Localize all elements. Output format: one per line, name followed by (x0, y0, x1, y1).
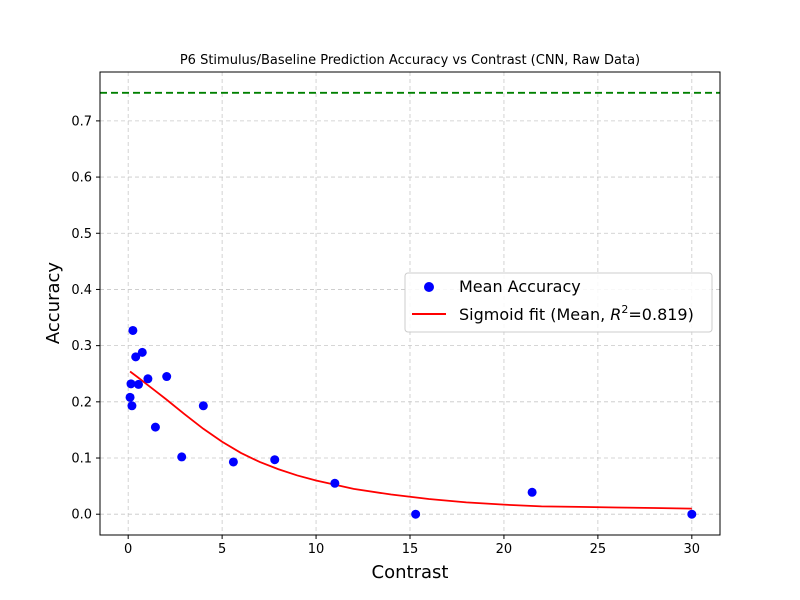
x-tick-label: 20 (496, 542, 513, 557)
legend-sigmoid-sup: 2 (621, 303, 628, 316)
x-tick-label: 10 (308, 542, 325, 557)
y-tick-label: 0.4 (71, 283, 92, 298)
x-tick-label: 0 (124, 542, 132, 557)
y-tick-label: 0.1 (71, 452, 92, 467)
data-point (527, 487, 537, 497)
data-point (228, 457, 238, 467)
legend-sigmoid-suffix: =0.819) (628, 305, 693, 324)
x-tick-label: 25 (590, 542, 607, 557)
data-point (411, 509, 421, 519)
data-point (330, 478, 340, 488)
y-axis-ticks: 0.0 0.1 0.2 0.3 0.4 0.5 0.6 0.7 (71, 114, 100, 523)
x-tick-label: 5 (218, 542, 226, 557)
x-axis-label: Contrast (372, 562, 449, 583)
data-point (128, 325, 138, 335)
data-point (270, 455, 280, 465)
y-tick-label: 0.6 (71, 171, 92, 186)
y-tick-label: 0.5 (71, 227, 92, 242)
x-tick-label: 30 (684, 542, 701, 557)
x-tick-label: 15 (402, 542, 419, 557)
data-point (177, 452, 187, 462)
data-point (125, 392, 135, 402)
legend-sigmoid-r: R (610, 305, 621, 324)
data-point (134, 379, 144, 389)
data-point (687, 509, 697, 519)
plot-lines (100, 91, 720, 510)
data-point (150, 422, 160, 432)
data-point (131, 352, 141, 362)
chart-title: P6 Stimulus/Baseline Prediction Accuracy… (180, 53, 640, 68)
data-point (137, 347, 147, 357)
data-point (127, 401, 137, 411)
legend-label-mean-accuracy: Mean Accuracy (459, 277, 581, 296)
x-axis-ticks: 0 5 10 15 20 25 30 (124, 535, 700, 557)
y-tick-label: 0.7 (71, 114, 92, 129)
data-point (162, 372, 172, 382)
legend-box (404, 272, 713, 333)
sigmoid-fit-line (129, 370, 692, 510)
legend: Mean Accuracy Sigmoid fit (Mean, R2=0.81… (404, 272, 713, 333)
y-tick-label: 0.0 (71, 508, 92, 523)
data-point (143, 374, 153, 384)
y-tick-label: 0.3 (71, 339, 92, 354)
y-tick-label: 0.2 (71, 395, 92, 410)
legend-sigmoid-prefix: Sigmoid fit (Mean, (459, 305, 610, 324)
legend-label-sigmoid-fit: Sigmoid fit (Mean, R2=0.819) (459, 303, 694, 324)
legend-marker-mean-accuracy (424, 282, 434, 292)
y-axis-label: Accuracy (43, 262, 64, 345)
data-point (126, 379, 136, 389)
plot-points (125, 325, 697, 519)
data-point (198, 401, 208, 411)
